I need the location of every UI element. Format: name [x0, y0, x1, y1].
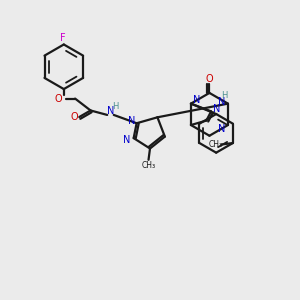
Text: O: O [55, 94, 62, 103]
Text: N: N [193, 95, 200, 105]
Text: N: N [213, 104, 220, 114]
Text: H: H [221, 91, 228, 100]
Text: N: N [218, 97, 225, 107]
Text: O: O [70, 112, 78, 122]
Text: N: N [123, 136, 131, 146]
Text: CH₃: CH₃ [208, 140, 223, 149]
Text: N: N [218, 124, 226, 134]
Text: CH₃: CH₃ [142, 161, 156, 170]
Text: N: N [128, 116, 135, 126]
Text: F: F [59, 33, 65, 43]
Text: H: H [112, 102, 119, 111]
Text: N: N [107, 106, 115, 116]
Text: O: O [206, 74, 213, 84]
